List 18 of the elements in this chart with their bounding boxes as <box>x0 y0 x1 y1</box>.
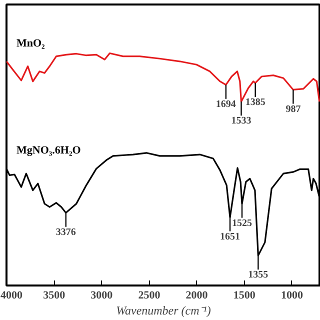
annotation: 1694 <box>216 98 236 110</box>
x-tick-label: 3000 <box>90 290 114 302</box>
annotation: 1651 <box>220 231 240 242</box>
x-axis-title: Wavenumber (cm⁻¹) <box>116 304 211 318</box>
annotation: 1533 <box>231 116 252 127</box>
x-tick-label: 3500 <box>43 290 66 302</box>
x-tick-label: 1000 <box>280 290 304 302</box>
annotation: 3376 <box>56 226 76 238</box>
series-label: MgNO₃.6H₂O <box>16 144 82 157</box>
x-tick-label: 2000 <box>186 290 208 302</box>
x-tick-label: 4000 <box>0 290 23 302</box>
annotation: 1525 <box>232 218 252 229</box>
annotation: 987 <box>286 104 301 115</box>
series-label: MnO₂ <box>16 37 46 50</box>
x-tick-label: 2500 <box>138 290 161 302</box>
x-tick-label: 1500 <box>233 290 256 302</box>
annotation: 1385 <box>245 97 266 108</box>
annotation: 1355 <box>248 270 268 281</box>
